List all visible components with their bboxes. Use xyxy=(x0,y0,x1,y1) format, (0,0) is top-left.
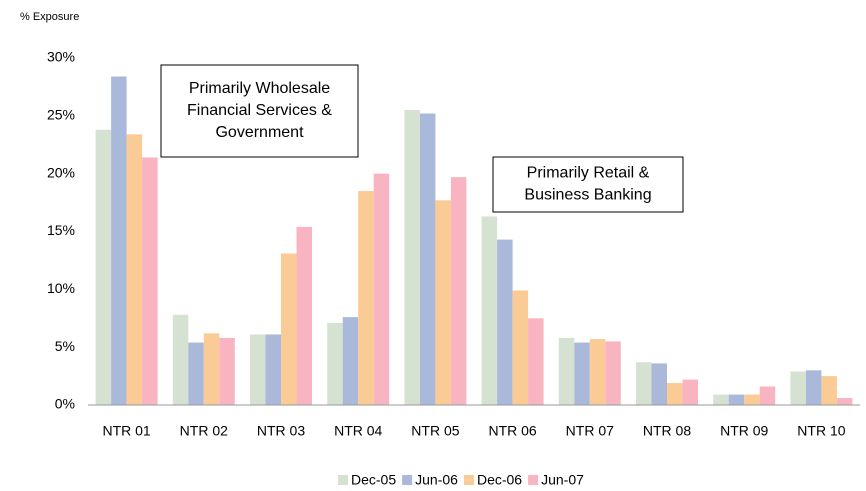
bar xyxy=(512,290,529,405)
y-tick-label: 5% xyxy=(55,338,75,354)
y-tick-label: 25% xyxy=(47,107,75,123)
y-tick-label: 15% xyxy=(47,222,75,238)
bar xyxy=(435,200,451,405)
bar xyxy=(188,342,204,405)
legend-label: Jun-06 xyxy=(415,472,458,488)
bar xyxy=(728,394,745,405)
legend-label: Dec-05 xyxy=(351,472,396,488)
bar xyxy=(250,334,266,405)
annotation-text: Business Banking xyxy=(524,187,651,204)
bar xyxy=(342,317,359,405)
bar xyxy=(142,157,158,405)
bar xyxy=(589,339,606,405)
bar xyxy=(404,110,420,406)
x-tick-label: NTR 03 xyxy=(257,423,305,439)
annotation-text: Primarily Retail & xyxy=(527,165,650,182)
y-tick-label: 10% xyxy=(47,280,75,296)
bar xyxy=(558,337,575,405)
bar xyxy=(450,177,467,405)
x-tick-label: NTR 08 xyxy=(643,423,691,439)
bar xyxy=(296,226,312,405)
bar xyxy=(667,383,683,405)
bar xyxy=(373,173,390,405)
legend-swatch xyxy=(528,475,539,485)
bar xyxy=(528,318,544,405)
annotation-text: Government xyxy=(215,124,304,141)
y-tick-label: 30% xyxy=(47,49,75,65)
bar xyxy=(713,394,729,405)
bar xyxy=(95,129,112,406)
bar xyxy=(358,191,374,405)
bar xyxy=(759,386,776,405)
bar xyxy=(265,334,281,405)
x-tick-label: NTR 05 xyxy=(411,423,459,439)
legend-label: Dec-06 xyxy=(477,472,522,488)
bar xyxy=(636,362,652,405)
x-tick-label: NTR 02 xyxy=(180,423,228,439)
annotation-text: Financial Services & xyxy=(187,102,332,119)
legend-swatch xyxy=(338,475,348,485)
bar xyxy=(111,76,127,406)
bar xyxy=(805,370,822,405)
bar xyxy=(419,113,436,406)
bar xyxy=(126,134,143,405)
x-tick-label: NTR 07 xyxy=(566,423,614,439)
bar xyxy=(790,371,806,405)
x-tick-label: NTR 10 xyxy=(797,423,845,439)
y-tick-label: 0% xyxy=(55,396,75,412)
bar xyxy=(497,239,513,405)
legend-swatch xyxy=(463,475,474,485)
bar xyxy=(605,341,621,405)
bar xyxy=(651,363,667,405)
bar xyxy=(327,322,343,405)
x-tick-label: NTR 04 xyxy=(334,423,382,439)
bar xyxy=(682,379,698,405)
y-axis-label: % Exposure xyxy=(20,11,79,23)
annotation-text: Primarily Wholesale xyxy=(189,80,330,97)
bar xyxy=(481,216,498,405)
annotation-box xyxy=(492,156,684,213)
x-tick-label: NTR 09 xyxy=(720,423,768,439)
bar xyxy=(836,398,853,405)
y-tick-label: 20% xyxy=(47,164,75,180)
bar xyxy=(821,376,837,405)
legend-swatch xyxy=(402,475,413,485)
legend-label: Jun-07 xyxy=(541,472,584,488)
bar xyxy=(203,333,220,405)
x-tick-label: NTR 01 xyxy=(102,423,150,439)
bar xyxy=(744,394,760,405)
bar xyxy=(172,314,189,405)
bar xyxy=(281,253,297,405)
x-tick-label: NTR 06 xyxy=(488,423,536,439)
bar xyxy=(219,337,235,405)
annotation-box xyxy=(160,64,359,158)
bar xyxy=(574,342,590,405)
